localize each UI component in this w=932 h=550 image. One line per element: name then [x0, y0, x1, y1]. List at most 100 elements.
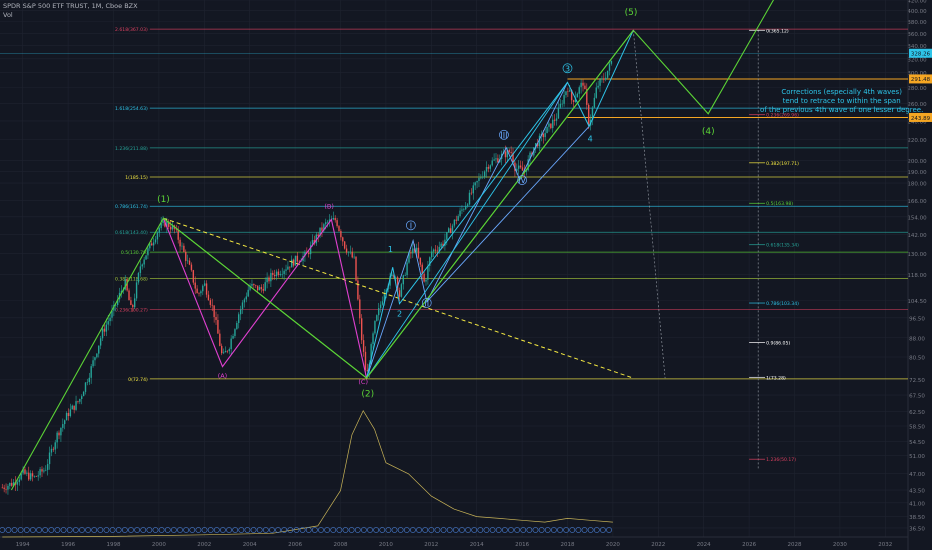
candle-body — [542, 133, 544, 138]
candle-body — [550, 123, 552, 129]
candle-body — [309, 245, 312, 255]
candle-body — [576, 93, 579, 98]
x-tick-label: 2032 — [878, 542, 892, 548]
candle-body — [453, 219, 456, 226]
event-dot — [354, 527, 361, 533]
candle-body — [156, 232, 159, 240]
candle-body — [395, 277, 397, 278]
candle-body — [289, 266, 291, 268]
candle-body — [16, 482, 19, 485]
candle-body — [196, 288, 198, 294]
candle-body — [364, 351, 367, 370]
candle-body — [597, 85, 599, 88]
candle-body — [290, 259, 293, 268]
fib-level-label: 0.618(143.40) — [115, 230, 148, 236]
x-tick-label: 2008 — [334, 542, 348, 548]
wave-label: (C) — [358, 378, 368, 386]
candle-body — [37, 475, 39, 477]
event-dot — [318, 527, 324, 533]
candle-body — [487, 167, 490, 169]
event-dot — [514, 527, 521, 533]
candle-body — [162, 220, 164, 224]
y-tick-label: 420.00 — [907, 0, 927, 5]
event-dot — [391, 527, 398, 533]
x-tick-label: 2012 — [424, 542, 438, 548]
wave-label: 3 — [565, 64, 570, 73]
wave-label: (2) — [361, 390, 374, 400]
candle-body — [63, 420, 66, 425]
event-dot — [146, 527, 153, 533]
x-tick-label: 2028 — [788, 542, 802, 548]
event-dot — [575, 527, 582, 533]
candle-body — [264, 282, 266, 291]
x-tick-label: 2018 — [561, 542, 575, 548]
candle-body — [99, 338, 102, 346]
candle-body — [525, 170, 527, 172]
candle-body — [491, 160, 493, 166]
candle-body — [536, 143, 539, 147]
candle-body — [508, 149, 510, 153]
candle-body — [461, 209, 463, 211]
candle-body — [506, 149, 509, 158]
event-dot — [452, 527, 459, 533]
event-dot — [581, 527, 588, 533]
y-tick-label: 36.50 — [909, 526, 925, 532]
candle-body — [570, 90, 573, 101]
event-dot — [606, 527, 612, 533]
candle-body — [107, 321, 109, 325]
wave-label-circle — [562, 63, 573, 74]
candle-body — [222, 352, 225, 354]
event-dot — [244, 527, 251, 533]
fib-right-label: 0.618(135.34) — [766, 243, 799, 249]
candle-body — [567, 91, 569, 93]
candle-body — [351, 251, 353, 258]
candle-body — [584, 85, 586, 90]
event-dot — [410, 527, 416, 533]
wave-label-circle — [406, 220, 416, 231]
event-dot — [532, 527, 539, 533]
trendline-green — [366, 29, 634, 379]
event-dot — [121, 527, 128, 533]
candle-body — [326, 221, 329, 223]
candle-body — [143, 259, 145, 265]
price-label: 291.48 — [911, 77, 931, 83]
event-dot — [477, 527, 484, 533]
candle-body — [135, 282, 138, 299]
wave-label: 2 — [397, 310, 402, 319]
candle-body — [207, 294, 210, 301]
candle-body — [355, 256, 357, 281]
candle-body — [605, 77, 607, 80]
event-dot — [360, 527, 367, 533]
event-dot — [269, 527, 275, 533]
candle-body — [255, 285, 257, 286]
candle-body — [359, 299, 361, 319]
y-tick-label: 180.00 — [907, 182, 927, 188]
candle-body — [574, 97, 577, 102]
candle-body — [412, 248, 414, 254]
event-dot — [557, 527, 563, 533]
candle-body — [94, 357, 96, 361]
event-dot — [293, 527, 300, 533]
y-tick-label: 154.00 — [907, 215, 927, 221]
candle-body — [130, 300, 132, 305]
y-tick-label: 360.00 — [907, 32, 927, 38]
fib-right-label: 1(73.28) — [766, 375, 786, 381]
event-dot — [440, 527, 447, 533]
candle-body — [555, 118, 558, 121]
candle-body — [404, 275, 406, 276]
candle-body — [459, 210, 461, 217]
x-tick-label: 2014 — [470, 542, 484, 548]
candle-body — [434, 249, 437, 251]
candle-body — [151, 243, 153, 246]
candle-body — [599, 79, 601, 86]
candle-body — [432, 249, 435, 252]
event-dot — [379, 527, 386, 533]
candle-body — [436, 250, 439, 252]
candle-body — [39, 469, 41, 476]
fib-right-label: 0.9(86.05) — [766, 341, 790, 347]
candle-body — [202, 285, 204, 292]
candle-body — [188, 260, 191, 265]
price-label-box — [909, 112, 932, 122]
candle-body — [582, 82, 584, 86]
